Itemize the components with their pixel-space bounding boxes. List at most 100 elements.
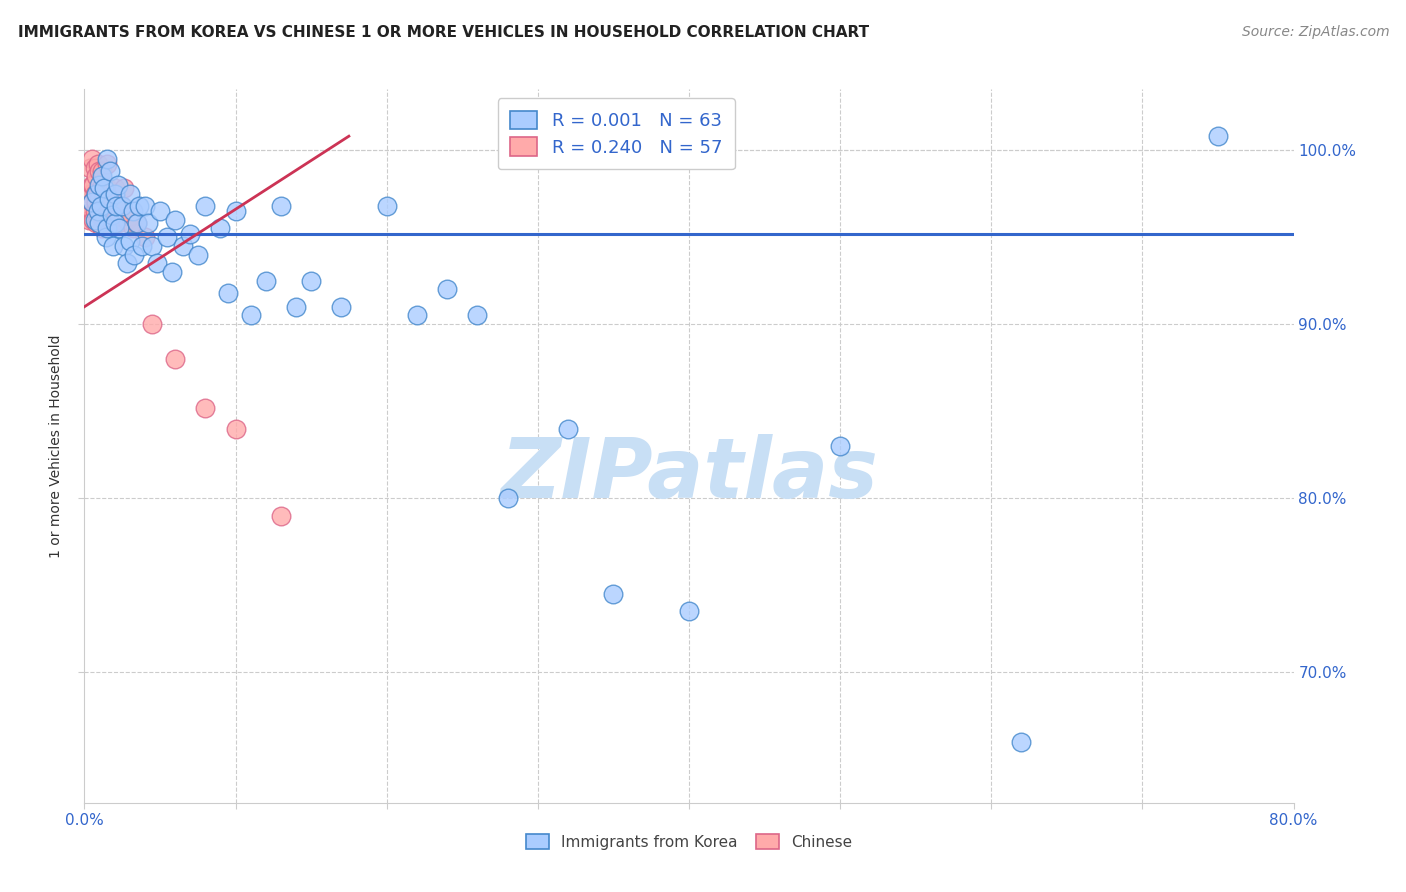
Point xyxy=(1206,129,1229,144)
Point xyxy=(118,209,141,223)
Point xyxy=(82,212,104,227)
Point xyxy=(89,164,111,178)
Point xyxy=(91,164,114,178)
Point xyxy=(270,199,292,213)
Point xyxy=(80,178,103,192)
Point xyxy=(98,212,121,227)
Point xyxy=(87,157,110,171)
Point xyxy=(141,239,163,253)
Point xyxy=(406,309,429,323)
Point xyxy=(93,181,115,195)
Point xyxy=(156,230,179,244)
Point xyxy=(436,282,458,296)
Point xyxy=(118,234,141,248)
Point xyxy=(194,199,217,213)
Legend: Immigrants from Korea, Chinese: Immigrants from Korea, Chinese xyxy=(520,828,858,855)
Point xyxy=(678,604,700,618)
Point xyxy=(209,221,232,235)
Point xyxy=(84,204,107,219)
Point xyxy=(134,199,156,213)
Text: ZIPatlas: ZIPatlas xyxy=(501,434,877,515)
Point xyxy=(86,169,108,184)
Point xyxy=(87,212,110,227)
Point xyxy=(299,274,322,288)
Text: IMMIGRANTS FROM KOREA VS CHINESE 1 OR MORE VEHICLES IN HOUSEHOLD CORRELATION CHA: IMMIGRANTS FROM KOREA VS CHINESE 1 OR MO… xyxy=(18,25,869,40)
Point xyxy=(118,186,141,201)
Point xyxy=(94,230,117,244)
Point xyxy=(165,212,187,227)
Point xyxy=(98,186,121,201)
Point xyxy=(97,216,120,230)
Point xyxy=(239,309,262,323)
Point xyxy=(90,199,112,213)
Point xyxy=(375,199,398,213)
Point xyxy=(187,247,209,261)
Point xyxy=(94,192,117,206)
Point xyxy=(467,309,489,323)
Point xyxy=(86,186,108,201)
Point xyxy=(141,317,163,331)
Point xyxy=(96,209,118,223)
Point xyxy=(87,186,110,201)
Point xyxy=(107,216,129,230)
Point xyxy=(79,186,101,201)
Point xyxy=(165,351,187,366)
Point xyxy=(96,221,118,235)
Point xyxy=(127,216,149,230)
Point xyxy=(557,421,579,435)
Point xyxy=(111,199,134,213)
Point xyxy=(89,192,111,206)
Point xyxy=(80,195,103,210)
Point xyxy=(89,216,111,230)
Point xyxy=(96,181,118,195)
Point xyxy=(100,207,122,221)
Point xyxy=(108,209,131,223)
Point xyxy=(112,181,135,195)
Point xyxy=(80,204,103,219)
Point xyxy=(100,192,122,206)
Point xyxy=(84,212,107,227)
Point xyxy=(93,186,115,201)
Point xyxy=(179,227,201,241)
Point xyxy=(127,216,149,230)
Point xyxy=(84,186,107,201)
Point xyxy=(86,216,108,230)
Point xyxy=(93,212,115,227)
Point xyxy=(104,212,127,227)
Point xyxy=(108,221,131,235)
Point xyxy=(131,239,153,253)
Point xyxy=(254,274,277,288)
Point xyxy=(97,192,120,206)
Y-axis label: 1 or more Vehicles in Household: 1 or more Vehicles in Household xyxy=(49,334,63,558)
Point xyxy=(97,186,120,201)
Point xyxy=(101,239,124,253)
Point xyxy=(100,216,122,230)
Point xyxy=(115,212,138,227)
Point xyxy=(225,421,247,435)
Point xyxy=(86,195,108,210)
Point xyxy=(105,192,128,206)
Point xyxy=(602,587,624,601)
Point xyxy=(1011,735,1033,749)
Point xyxy=(149,204,172,219)
Point xyxy=(101,204,124,219)
Point xyxy=(115,256,138,270)
Point xyxy=(80,195,103,210)
Point xyxy=(128,199,150,213)
Point xyxy=(105,199,128,213)
Point xyxy=(285,300,308,314)
Point xyxy=(111,199,134,213)
Point xyxy=(146,256,169,270)
Point xyxy=(830,439,852,453)
Point xyxy=(91,221,114,235)
Point xyxy=(217,285,239,300)
Point xyxy=(98,164,121,178)
Point xyxy=(91,169,114,184)
Point xyxy=(89,178,111,192)
Point xyxy=(160,265,183,279)
Point xyxy=(136,216,159,230)
Point xyxy=(80,152,103,166)
Point xyxy=(94,216,117,230)
Point xyxy=(91,195,114,210)
Point xyxy=(104,216,127,230)
